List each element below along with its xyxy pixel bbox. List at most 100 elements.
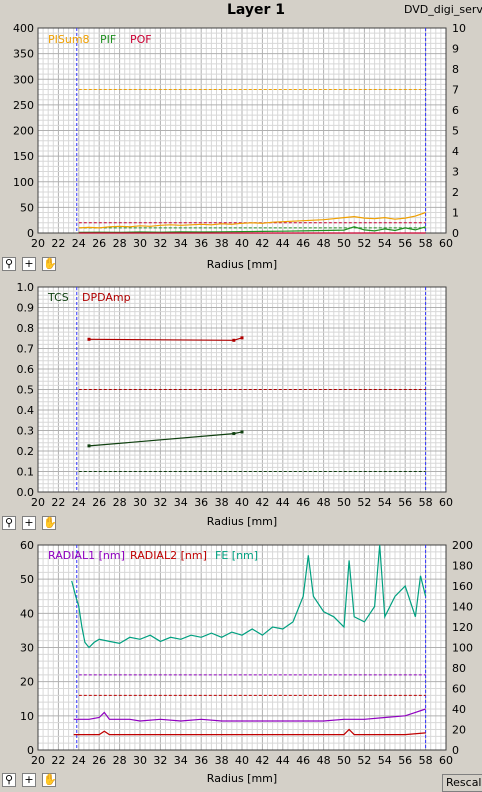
x-tick-label: 34 [174,754,188,767]
y2-tick-label: 7 [452,84,459,97]
x-tick-label: 56 [398,237,412,250]
x-tick-label: 36 [194,237,208,250]
x-tick-label: 42 [255,237,269,250]
x-tick-label: 26 [92,237,106,250]
x-tick-label: 32 [153,237,167,250]
x-tick-label: 60 [439,496,453,509]
data-point [232,432,236,436]
y-tick-label: 0 [27,227,34,240]
y-tick-label: 10 [20,710,34,723]
y-tick-label: 40 [20,607,34,620]
y2-tick-label: 140 [452,601,473,614]
x-tick-label: 20 [31,496,45,509]
x-tick-label: 28 [113,237,127,250]
x-tick-label: 56 [398,754,412,767]
zoom-icon[interactable]: ⚲ [2,516,16,530]
series-line [73,708,426,722]
x-tick-label: 52 [357,496,371,509]
hand-icon[interactable]: ✋ [42,257,57,271]
x-axis-label: Radius [mm] [207,258,277,271]
y-tick-label: 30 [20,642,34,655]
x-tick-label: 30 [133,754,147,767]
x-tick-label: 24 [72,496,86,509]
y-tick-label: 0.3 [17,425,35,438]
crosshair-icon[interactable]: + [22,257,36,271]
data-point [240,430,244,434]
legend-entry: PIF [100,33,116,46]
y-tick-label: 60 [20,539,34,552]
y-tick-label: 0.7 [17,343,35,356]
y2-tick-label: 0 [452,227,459,240]
legend-entry: POF [130,33,152,46]
x-tick-label: 48 [317,496,331,509]
zoom-icon[interactable]: ⚲ [2,773,16,787]
x-tick-label: 44 [276,237,290,250]
x-tick-label: 26 [92,496,106,509]
y-tick-label: 20 [20,676,34,689]
y2-tick-label: 10 [452,22,466,35]
x-tick-label: 32 [153,496,167,509]
y2-tick-label: 6 [452,104,459,117]
y-tick-label: 300 [13,73,34,86]
legend-entry: RADIAL2 [nm] [130,549,207,562]
x-tick-label: 20 [31,754,45,767]
x-tick-label: 60 [439,237,453,250]
y-tick-label: 50 [20,201,34,214]
chart-panel-3: 20 22 24 26 28 30 32 34 36 38 40 42 44 46 48 50 52 54 56 58… [20,539,473,785]
y-tick-label: 0.6 [17,363,35,376]
x-tick-label: 34 [174,237,188,250]
y-tick-label: 100 [13,176,34,189]
y2-tick-label: 1 [452,207,459,220]
x-tick-label: 46 [296,496,310,509]
x-tick-label: 24 [72,754,86,767]
y2-tick-label: 5 [452,125,459,138]
crosshair-icon[interactable]: + [22,773,36,787]
y2-tick-label: 4 [452,145,459,158]
data-point [87,444,91,448]
legend-entry: PISum8 [48,33,90,46]
y2-tick-label: 8 [452,63,459,76]
legend-entry: TCS [47,291,69,304]
crosshair-icon[interactable]: + [22,516,36,530]
y2-tick-label: 3 [452,166,459,179]
file-label: DVD_digi_serv [404,3,482,16]
y2-tick-label: 120 [452,621,473,634]
y-tick-label: 1.0 [17,281,35,294]
x-tick-label: 54 [378,754,392,767]
y2-tick-label: 60 [452,683,466,696]
zoom-icon[interactable]: ⚲ [2,257,16,271]
x-tick-label: 24 [72,237,86,250]
x-tick-label: 50 [337,237,351,250]
x-tick-label: 58 [419,496,433,509]
y-tick-label: 0.8 [17,322,35,335]
y-tick-label: 400 [13,22,34,35]
x-tick-label: 34 [174,496,188,509]
hand-icon[interactable]: ✋ [42,773,57,787]
x-tick-label: 54 [378,496,392,509]
y2-tick-label: 20 [452,724,466,737]
plot-frame [37,286,447,493]
x-tick-label: 42 [255,754,269,767]
x-tick-label: 46 [296,754,310,767]
rescale-button[interactable]: Rescale [442,774,482,792]
x-tick-label: 20 [31,237,45,250]
y-tick-label: 200 [13,125,34,138]
window-title: Layer 1 [227,2,285,18]
x-tick-label: 50 [337,754,351,767]
x-tick-label: 22 [51,237,65,250]
x-tick-label: 40 [235,754,249,767]
legend-entry: DPDAmp [82,291,131,304]
y-tick-label: 0.0 [17,486,35,499]
legend-entry: FE [nm] [215,549,258,562]
y-tick-label: 0.9 [17,302,35,315]
y-tick-label: 0 [27,744,34,757]
y-tick-label: 50 [20,573,34,586]
series-line [73,728,426,736]
y-tick-label: 0.5 [17,384,35,397]
data-point [232,338,236,342]
y2-tick-label: 180 [452,560,473,573]
x-tick-label: 32 [153,754,167,767]
y-tick-label: 250 [13,99,34,112]
hand-icon[interactable]: ✋ [42,516,57,530]
